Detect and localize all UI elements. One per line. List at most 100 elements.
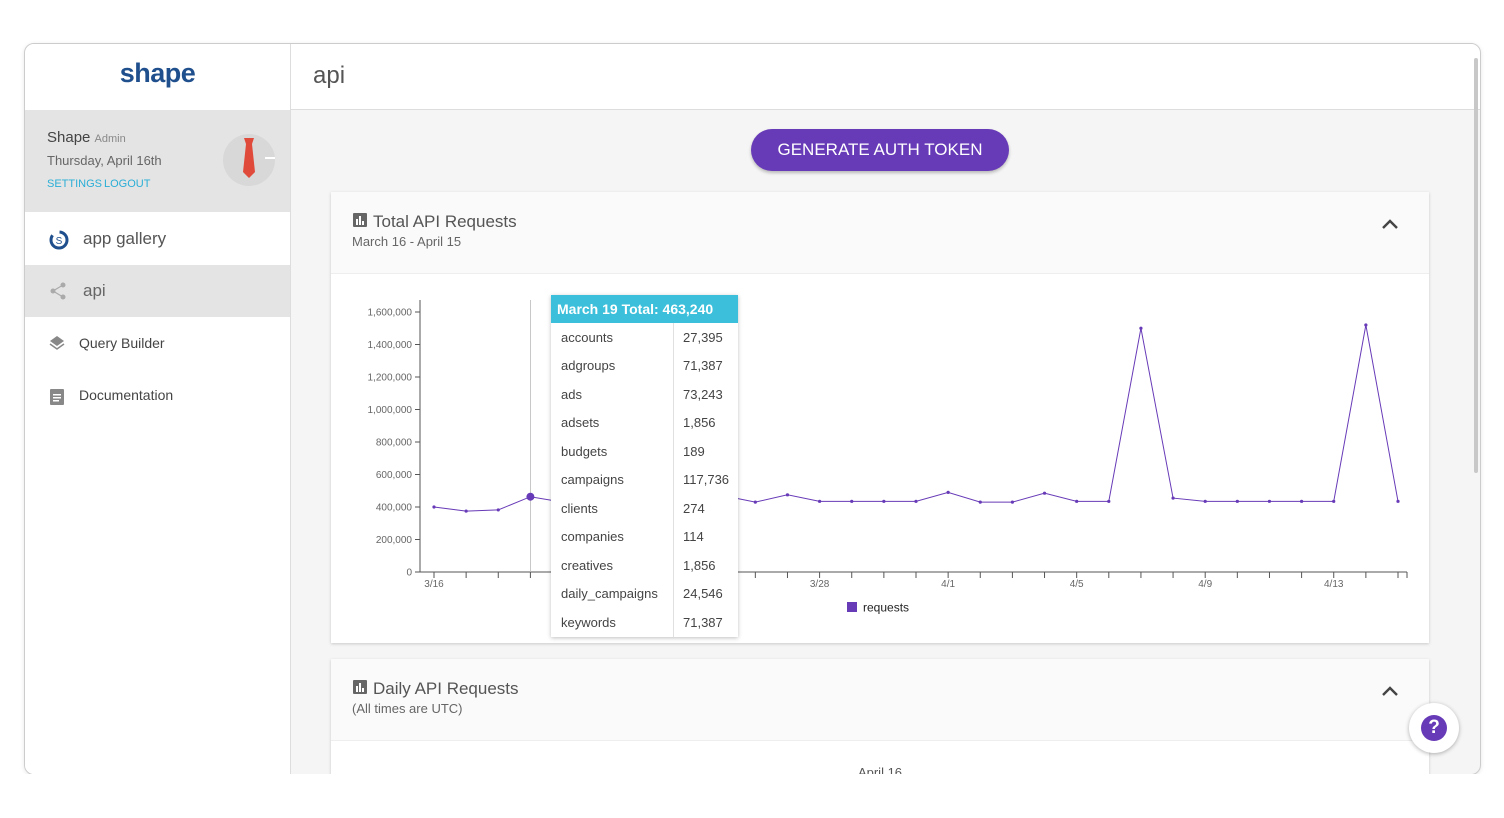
tooltip-row: campaigns 117,736 [551, 465, 738, 494]
y-tick-label: 600,000 [376, 470, 413, 481]
tooltip-key: daily_campaigns [551, 579, 674, 608]
point [1010, 500, 1015, 504]
settings-link[interactable]: SETTINGS [47, 178, 103, 190]
point [785, 493, 790, 497]
y-tick-label: 1,200,000 [368, 373, 413, 384]
nav-label: Documentation [79, 387, 174, 403]
generate-token-button[interactable]: GENERATE AUTH TOKEN [751, 129, 1009, 171]
point [1364, 323, 1368, 327]
app-gallery-icon: S [49, 230, 69, 250]
clipboard-icon [50, 389, 64, 405]
point [978, 500, 982, 504]
page-bottom [0, 774, 1504, 818]
scrollbar[interactable] [1474, 58, 1478, 473]
point [1396, 499, 1400, 503]
nav-item[interactable]: Documentation [25, 369, 290, 421]
card-title: Daily API Requests [373, 679, 519, 698]
x-tick-label: 3/16 [424, 579, 444, 590]
card-header: Total API Requests March 16 - April 15 [331, 192, 1429, 274]
chart-icon [353, 680, 367, 694]
x-tick-label: 4/13 [1324, 579, 1344, 590]
share-icon [50, 282, 66, 300]
user-panel: Shape Admin Thursday, April 16th SETTING… [25, 110, 290, 212]
nav-item[interactable]: Query Builder [25, 317, 290, 369]
tooltip-key: budgets [551, 437, 674, 466]
tooltip-title: March 19 Total: 463,240 [551, 295, 738, 323]
tooltip-value: 1,856 [683, 557, 716, 573]
y-tick-label: 200,000 [376, 535, 413, 546]
y-tick-label: 0 [406, 568, 412, 579]
card-subtitle: (All times are UTC) [352, 701, 463, 716]
logo[interactable]: shape [119, 58, 196, 88]
sidebar: shape Shape Admin Thursday, April 16th S… [25, 44, 291, 774]
user-date: Thursday, April 16th [47, 153, 162, 168]
nav-label: Query Builder [79, 335, 165, 351]
card-subtitle: March 16 - April 15 [352, 234, 462, 249]
tooltip-row: companies 114 [551, 522, 738, 551]
tooltip-key: accounts [551, 323, 674, 352]
point [850, 499, 854, 503]
tooltip-key: companies [551, 522, 674, 551]
point [1235, 499, 1239, 503]
legend-swatch [847, 602, 857, 612]
tooltip-rows: accounts 27,395 adgroups 71,387 ads 73,243 ads… [551, 323, 738, 637]
card: Total API Requests March 16 - April 15 [331, 192, 1429, 643]
nav-label: api [83, 281, 106, 300]
tooltip-row: ads 73,243 [551, 380, 738, 409]
tooltip-value: 71,387 [683, 358, 723, 374]
tooltip-row: keywords 71,387 [551, 608, 738, 637]
tooltip-value: 1,856 [683, 415, 716, 431]
tooltip-key: clients [551, 494, 674, 523]
tooltip-value: 27,395 [683, 329, 723, 345]
logout-link[interactable]: LOGOUT [104, 178, 151, 190]
collapse-icon[interactable] [1381, 218, 1399, 230]
tooltip-key: adsets [551, 408, 674, 437]
tooltip-row: budgets 189 [551, 437, 738, 466]
y-tick-label: 1,600,000 [368, 308, 413, 319]
help-button[interactable]: ? [1409, 703, 1459, 753]
tooltip-value: 73,243 [683, 386, 723, 402]
x-tick-label: 3/28 [810, 579, 830, 590]
point [946, 490, 950, 494]
svg-text:S: S [56, 236, 63, 247]
nav-item[interactable]: api [25, 265, 290, 317]
point [1267, 499, 1272, 503]
tooltip-row: creatives 1,856 [551, 551, 738, 580]
point [464, 509, 468, 513]
tooltip-value: 189 [683, 443, 705, 459]
point [1075, 499, 1079, 503]
point [1042, 491, 1047, 495]
tooltip-key: creatives [551, 551, 674, 580]
legend-label: requests [863, 601, 909, 615]
tooltip-key: ads [551, 380, 674, 409]
point [1300, 499, 1304, 503]
y-tick-label: 400,000 [376, 503, 413, 514]
avatar[interactable] [223, 134, 275, 186]
page-title: api [313, 62, 346, 89]
card-title: Total API Requests [373, 212, 517, 231]
tooltip-row: daily_campaigns 24,546 [551, 579, 738, 608]
point [432, 505, 436, 509]
y-tick-label: 800,000 [376, 438, 413, 449]
tooltip-key: adgroups [551, 351, 674, 380]
point [496, 508, 500, 512]
point [1107, 499, 1111, 503]
user-name: Shape [47, 129, 91, 146]
chart-icon [353, 213, 367, 227]
nav-item[interactable]: S app gallery [25, 213, 290, 265]
x-tick-label: 4/1 [941, 579, 955, 590]
help-label: ? [1421, 715, 1447, 741]
collapse-icon[interactable] [1381, 685, 1399, 697]
point [1203, 499, 1207, 503]
card-header: Daily API Requests (All times are UTC) [331, 659, 1429, 741]
tooltip-row: adgroups 71,387 [551, 351, 738, 380]
point [882, 499, 886, 503]
point [526, 492, 535, 501]
point [1139, 326, 1143, 330]
tooltip-key: campaigns [551, 465, 674, 494]
tooltip-value: 274 [683, 500, 705, 516]
layers-icon [49, 336, 65, 350]
point [818, 499, 822, 503]
point [1171, 496, 1175, 500]
